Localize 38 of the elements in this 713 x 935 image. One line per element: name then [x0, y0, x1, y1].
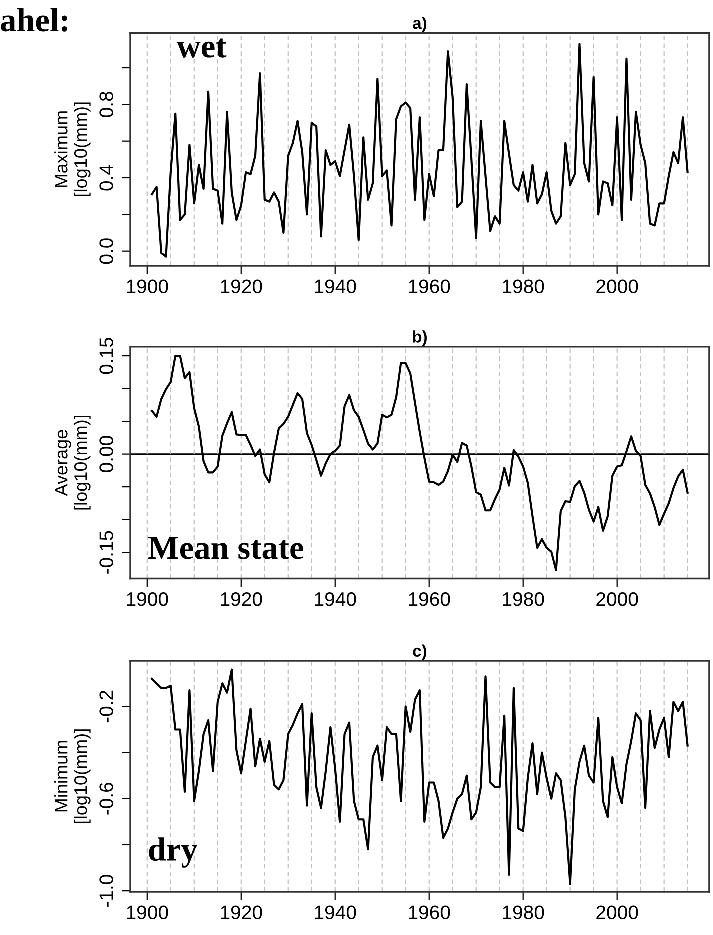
- text: ahel:: [1, 8, 68, 32]
- x-tick-label: 1980: [503, 280, 544, 294]
- x-tick-label: 2000: [596, 906, 638, 920]
- y-tick-label: 0.0: [100, 238, 114, 264]
- y-tick-label: -0.2: [100, 690, 114, 723]
- x-tick-label: 1900: [127, 592, 168, 606]
- annotation: dry: [149, 838, 198, 868]
- y-axis-title: Minimum [log10(mm)]: [54, 730, 91, 824]
- x-tick-label: 2000: [596, 592, 638, 606]
- x-tick-label: 2000: [596, 280, 638, 294]
- x-tick-label: 1960: [409, 280, 450, 294]
- x-tick-label: 1900: [127, 906, 168, 920]
- x-tick-label: 1920: [221, 280, 262, 294]
- y-tick-label: -1.0: [100, 875, 114, 907]
- x-tick-label: 1960: [409, 592, 450, 606]
- line-series: [151, 668, 689, 886]
- x-tick-label: 1920: [221, 592, 262, 606]
- x-tick-label: 1940: [315, 280, 356, 294]
- x-tick-label: 1940: [315, 592, 356, 606]
- annotation: Mean state: [148, 537, 304, 560]
- y-tick-label: 0.8: [100, 92, 114, 118]
- x-tick-label: 1900: [127, 280, 168, 294]
- x-tick-label: 1960: [409, 906, 450, 920]
- y-tick-label: 0.15: [100, 338, 114, 374]
- y-tick-label: 0.00: [100, 436, 114, 472]
- chart-title: b): [413, 330, 427, 346]
- chart-title: a): [413, 16, 427, 32]
- y-tick-label: -0.6: [100, 782, 114, 815]
- annotation: wet: [176, 38, 227, 58]
- x-tick-label: 1980: [503, 592, 544, 606]
- chart-title: c): [413, 644, 427, 660]
- x-tick-label: 1940: [315, 906, 356, 920]
- x-tick-label: 1920: [221, 906, 262, 920]
- y-tick-label: -0.15: [100, 531, 114, 574]
- y-axis-title: Average [log10(mm)]: [55, 416, 91, 510]
- x-tick-label: 1980: [503, 906, 544, 920]
- y-tick-label: 0.4: [100, 165, 114, 191]
- y-axis-title: Maximum [log10(mm)]: [54, 102, 91, 196]
